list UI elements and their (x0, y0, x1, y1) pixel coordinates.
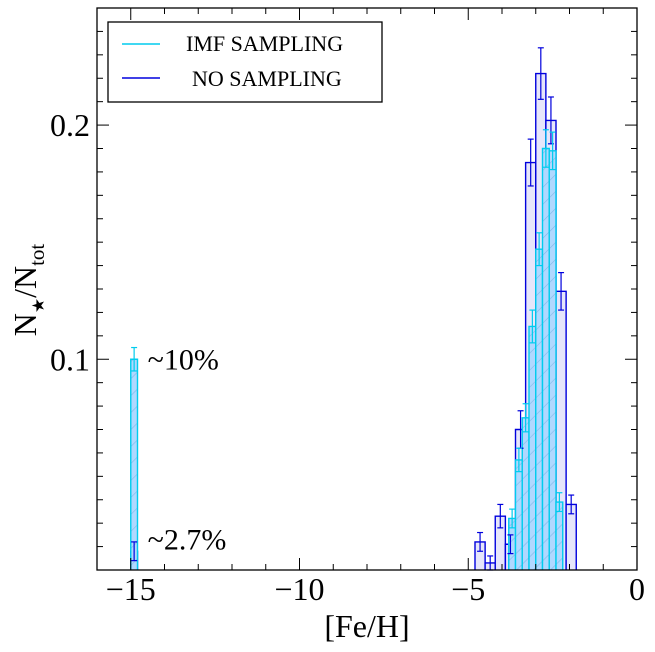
x-tick-label: −5 (451, 571, 485, 607)
y-tick-label: 0.1 (50, 341, 90, 377)
x-tick-label: −15 (106, 571, 156, 607)
bar-no-sampling-9 (556, 291, 567, 570)
bars-layer (130, 72, 577, 571)
error-bars-layer (131, 47, 575, 571)
error-bar-imf-sampling-2 (515, 447, 522, 473)
bar-hatch-imf-sampling-7 (549, 150, 556, 570)
error-bar-no-sampling-9 (558, 272, 565, 311)
error-bar-no-sampling-1 (477, 531, 484, 552)
legend-box (107, 21, 383, 103)
error-bar-no-sampling-0 (131, 541, 138, 562)
error-bar-imf-sampling-6 (542, 129, 549, 168)
y-tick-label: 0.2 (50, 107, 90, 143)
error-bar-no-sampling-3 (497, 503, 504, 529)
axis-ticks-layer (96, 7, 638, 571)
error-bar-imf-sampling-4 (529, 309, 536, 344)
error-bar-imf-sampling-5 (536, 232, 543, 267)
y-axis-label-slash: /N (7, 266, 43, 298)
y-axis-label-subscript: tot (25, 244, 49, 266)
bar-hatch-imf-sampling-5 (535, 249, 543, 571)
bar-hatch-imf-sampling-1 (508, 518, 516, 570)
y-axis-label-main: N (7, 313, 43, 336)
error-bar-imf-sampling-0 (131, 346, 138, 372)
error-bar-no-sampling-6 (527, 138, 534, 187)
error-bar-no-sampling-10 (568, 494, 575, 515)
bar-hatch-imf-sampling-4 (529, 326, 536, 570)
legend-label-imf-sampling: IMF SAMPLING (186, 31, 343, 56)
legend-label-no-sampling: NO SAMPLING (192, 66, 342, 91)
bar-hatch-imf-sampling-0 (130, 359, 138, 570)
error-bar-imf-sampling-8 (556, 492, 563, 513)
annotation-imf-fraction: ~10% (148, 343, 219, 376)
bar-hatch-imf-sampling-3 (522, 417, 529, 570)
error-bar-imf-sampling-7 (549, 131, 556, 171)
error-bar-imf-sampling-1 (509, 508, 516, 529)
y-axis-label: N★/Ntot (7, 244, 49, 337)
bar-hatch-imf-sampling-6 (542, 148, 550, 570)
bar-no-sampling-3 (495, 516, 506, 570)
error-bar-no-sampling-7 (537, 47, 544, 100)
bar-hatch-imf-sampling-2 (515, 459, 523, 570)
error-bar-imf-sampling-3 (522, 403, 529, 433)
bar-hatch-imf-sampling-8 (556, 502, 563, 570)
bar-no-sampling-1 (475, 541, 486, 570)
legend: IMF SAMPLING NO SAMPLING (107, 21, 383, 103)
bar-no-sampling-10 (566, 504, 577, 570)
annotation-nosampling-fraction: ~2.7% (148, 524, 227, 557)
star-icon: ★ (29, 298, 48, 313)
x-tick-label: −10 (274, 571, 324, 607)
x-axis-label: [Fe/H] (324, 608, 409, 644)
error-bar-no-sampling-4 (507, 534, 514, 555)
x-tick-label: 0 (629, 571, 645, 607)
tick-labels-layer: −15 −10 −5 0 0.1 0.2 (50, 107, 645, 607)
